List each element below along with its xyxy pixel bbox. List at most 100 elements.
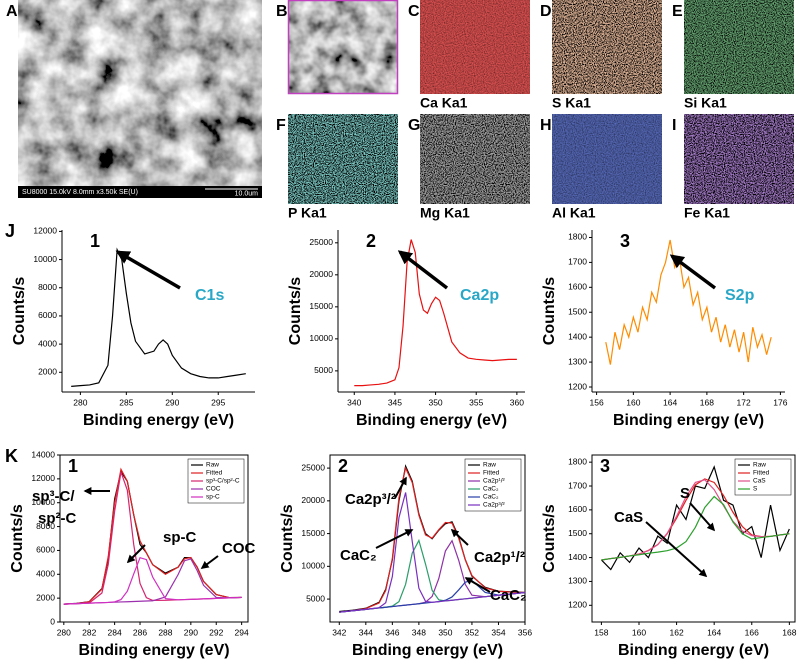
panel-letter: G (408, 117, 420, 134)
x-tick-label: 294 (235, 627, 249, 637)
x-tick-label: 344 (359, 627, 373, 637)
x-tick-label: 350 (438, 627, 452, 637)
x-tick-label: 352 (465, 627, 479, 637)
data-line (71, 247, 246, 387)
x-tick-label: 355 (469, 397, 483, 407)
x-tick-label: 168 (782, 627, 796, 637)
y-tick-label: 12000 (31, 473, 55, 483)
y-tick-label: 20000 (309, 269, 333, 279)
x-tick-label: 156 (590, 397, 604, 407)
panel-letter: K (5, 446, 18, 466)
panel-letter: I (672, 117, 676, 134)
x-tick-label: 290 (165, 397, 179, 407)
panel-letter: B (276, 3, 288, 20)
y-tick-label: 1200 (568, 600, 587, 610)
x-tick-label: 280 (73, 397, 87, 407)
map-caption: S Ka1 (552, 95, 591, 111)
y-tick-label: 8000 (38, 282, 57, 292)
annotation: Ca2p³/² (345, 491, 396, 508)
y-tick-label: 6000 (38, 310, 57, 320)
legend-box (464, 458, 522, 512)
x-axis-title: Binding energy (eV) (618, 642, 769, 659)
y-axis-title: Counts/s (541, 277, 558, 346)
y-tick-label: 10000 (33, 254, 57, 264)
x-tick-label: 286 (133, 627, 147, 637)
data-line (600, 465, 790, 571)
annotation: S (680, 485, 690, 502)
scale-label: 10.0um (235, 190, 259, 197)
element-map (684, 114, 794, 204)
y-tick-label: 10000 (31, 497, 55, 507)
annotation: CaC₂ (340, 547, 377, 564)
y-tick-label: 1500 (568, 306, 587, 316)
element-map (420, 0, 530, 94)
y-tick-label: 1500 (568, 528, 587, 538)
annotation: CaS (614, 509, 643, 526)
element-map (288, 114, 398, 204)
legend-label: Raw (753, 462, 766, 469)
data-line (339, 492, 525, 613)
annotation-arrow (645, 521, 708, 578)
x-tick-label: 356 (518, 627, 532, 637)
y-tick-label: 1400 (568, 552, 587, 562)
x-tick-label: 345 (388, 397, 402, 407)
y-tick-label: 15000 (301, 528, 325, 538)
data-line (63, 558, 242, 605)
panel-letter: A (6, 3, 18, 20)
legend-label: S (753, 486, 758, 493)
y-tick-label: 1700 (568, 480, 587, 490)
y-tick-label: 2000 (38, 367, 57, 377)
x-tick-label: 348 (412, 627, 426, 637)
panel-letter: C (408, 3, 420, 20)
x-axis-title: Binding energy (eV) (83, 412, 234, 429)
x-tick-label: 164 (663, 397, 677, 407)
y-tick-label: 25000 (309, 237, 333, 247)
data-line (601, 495, 790, 561)
annotation: COC (222, 540, 256, 557)
data-line (605, 239, 772, 365)
annotation-arrow (126, 544, 146, 564)
x-tick-label: 160 (626, 397, 640, 407)
map-caption: P Ka1 (288, 205, 327, 221)
y-axis-title: Counts/s (11, 277, 28, 346)
map-caption: Ca Ka1 (420, 95, 468, 111)
y-tick-label: 6000 (36, 545, 55, 555)
x-tick-label: 164 (707, 627, 721, 637)
annotation: Ca2p (460, 287, 499, 304)
y-tick-label: 10000 (309, 333, 333, 343)
panel-letter: J (5, 221, 15, 241)
panel-letter: D (540, 3, 552, 20)
annotation-arrow (394, 476, 407, 499)
x-tick-label: 166 (745, 627, 759, 637)
y-tick-label: 10000 (301, 561, 325, 571)
x-axis-title: Binding energy (eV) (352, 642, 503, 659)
chart-number: 3 (620, 231, 630, 251)
data-line (354, 239, 517, 387)
annotation: Ca2p¹/² (474, 549, 525, 566)
annotation-arrow (450, 528, 469, 546)
annotation-arrow (669, 254, 717, 290)
map-caption: Mg Ka1 (420, 205, 470, 221)
plot-frame (329, 454, 526, 623)
y-tick-label: 1200 (568, 381, 587, 391)
panel-letter: F (276, 117, 286, 134)
map-caption: Si Ka1 (684, 95, 727, 111)
annotation: sp²-C (38, 510, 76, 527)
x-tick-label: 354 (491, 627, 505, 637)
chart-number: 2 (366, 231, 376, 251)
legend-label: Raw (206, 462, 219, 469)
element-map (420, 114, 530, 204)
x-axis-title: Binding energy (eV) (78, 642, 229, 659)
map-frame (287, 0, 399, 95)
data-line (63, 556, 242, 605)
annotation-arrow (200, 555, 219, 569)
map-caption: Al Ka1 (552, 205, 596, 221)
annotation-arrow (115, 250, 181, 290)
x-tick-label: 285 (119, 397, 133, 407)
sem-image (18, 0, 262, 198)
annotation: sp³-C/ (32, 488, 75, 505)
annotation-arrow (689, 502, 716, 532)
legend-label: Fitted (753, 470, 770, 477)
y-tick-label: 20000 (301, 495, 325, 505)
sem-info-bar (18, 186, 262, 198)
